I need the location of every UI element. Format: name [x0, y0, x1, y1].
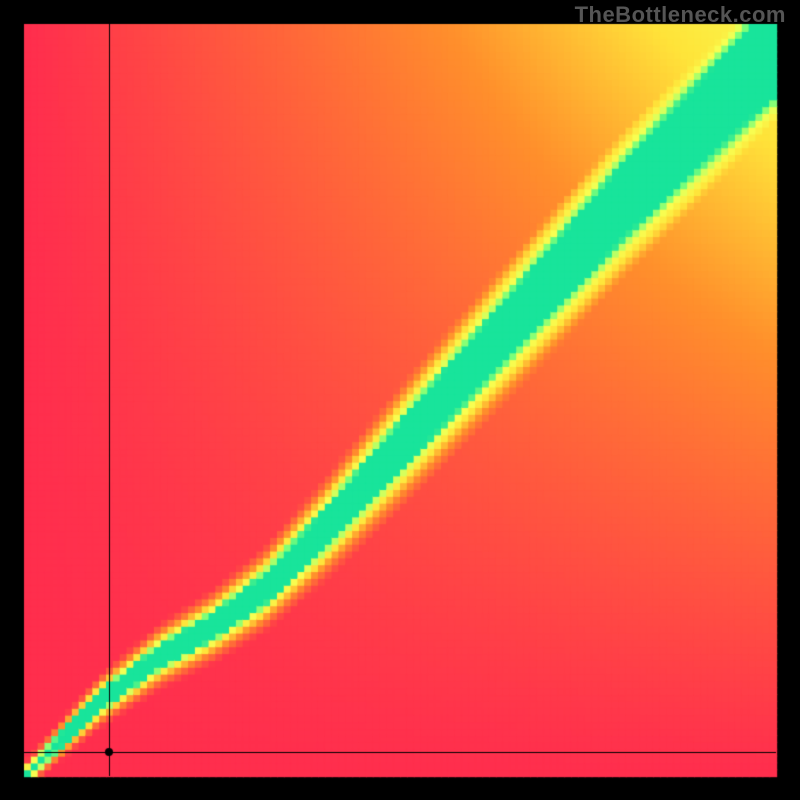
heatmap-canvas [0, 0, 800, 800]
watermark: TheBottleneck.com [575, 2, 786, 28]
chart-container: TheBottleneck.com [0, 0, 800, 800]
